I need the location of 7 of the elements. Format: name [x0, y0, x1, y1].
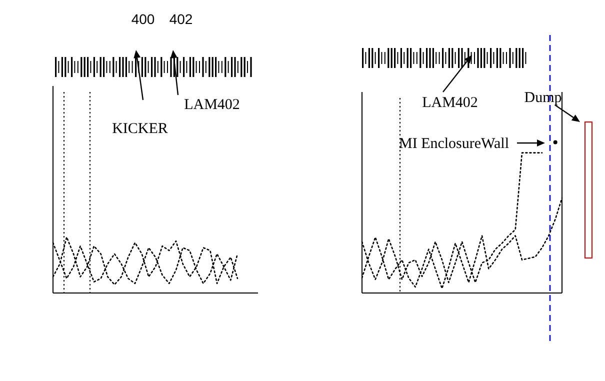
text: 400	[131, 11, 155, 27]
text: Dump	[524, 90, 562, 106]
text: 402	[169, 11, 193, 27]
text: KICKER	[112, 121, 168, 137]
text: LAM402	[184, 97, 240, 113]
annotation: MI EnclosureWall	[398, 136, 510, 152]
text: LAM402	[422, 95, 478, 111]
